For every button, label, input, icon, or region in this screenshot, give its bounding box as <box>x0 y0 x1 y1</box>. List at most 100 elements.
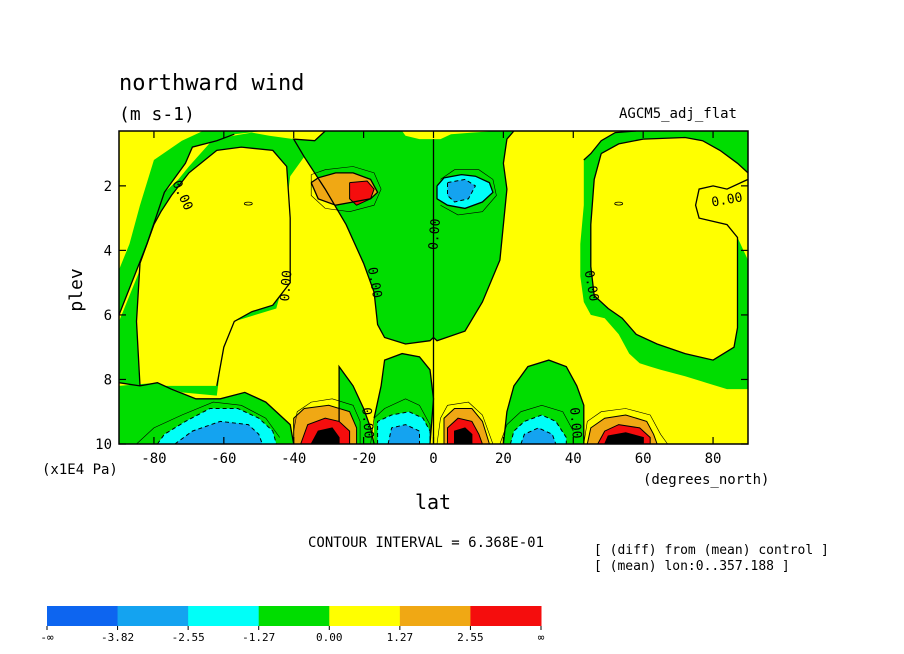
colorbar-label: 2.55 <box>457 631 484 644</box>
x-tick-label: 20 <box>495 451 512 467</box>
contour-line-negative <box>520 427 557 444</box>
contour-line-zero <box>590 153 748 361</box>
contour-mark <box>614 201 624 206</box>
contour-line-negative <box>509 414 567 444</box>
contour-region <box>388 424 420 444</box>
x-axis-units: (degrees_north) <box>643 472 769 488</box>
negative-contour-lines <box>156 178 567 444</box>
x-axis-ticks: -80 -60 -40 -20 0 20 40 60 80 <box>141 131 721 467</box>
chart-units: (m s-1) <box>119 104 195 125</box>
contour-line-zero <box>135 146 291 387</box>
colorbar-label: -2.55 <box>172 631 205 644</box>
colorbar-label: -3.82 <box>101 631 134 644</box>
x-tick-label: 80 <box>705 451 722 467</box>
contour-line-thin <box>310 166 382 213</box>
colorbar-swatch <box>258 606 330 626</box>
contour-line-zero <box>600 136 748 174</box>
contour-region <box>590 137 748 361</box>
colorbar-swatch <box>47 606 119 626</box>
colorbar <box>47 606 542 626</box>
contour-line-negative <box>387 424 420 444</box>
contour-line-positive <box>310 427 340 444</box>
contour-region <box>604 432 644 444</box>
contour-mark <box>243 201 253 206</box>
colorbar-label: 0.00 <box>316 631 343 644</box>
x-tick-label: -80 <box>141 451 166 467</box>
colorbar-labels: -∞ -3.82 -2.55 -1.27 0.00 1.27 2.55 ∞ <box>40 626 545 644</box>
contour-line-thin <box>136 401 280 444</box>
colorbar-swatch <box>399 606 471 626</box>
colorbar-swatch <box>329 606 401 626</box>
x-tick-label: -40 <box>281 451 306 467</box>
x-tick-label: -60 <box>211 451 236 467</box>
contour-label: 0.00 <box>581 269 601 302</box>
contour-line-negative <box>377 411 431 444</box>
contour-label: 0.00 <box>364 266 384 299</box>
contour-line-positive <box>597 424 651 444</box>
contour-label: 0.00 <box>358 407 376 440</box>
colorbar-swatch <box>117 606 189 626</box>
y-tick-label: 8 <box>104 372 112 388</box>
thin-contour-lines <box>136 166 668 444</box>
plot-area: 0.000.00 0.000.000.000.000.00 0.00 <box>119 131 748 444</box>
zero-contour-lines <box>119 131 748 444</box>
colorbar-swatch <box>470 606 542 626</box>
positive-contour-lines <box>293 180 658 444</box>
contour-line-zero <box>119 382 295 444</box>
y-axis-units: (x1E4 Pa) <box>42 462 118 478</box>
contour-line-thin <box>583 408 668 444</box>
contour-line-positive <box>293 404 358 444</box>
dataset-name: AGCM5_adj_flat <box>619 106 737 122</box>
x-tick-label: 40 <box>565 451 582 467</box>
contour-line-zero <box>292 131 515 345</box>
contour-region <box>174 421 263 444</box>
x-tick-label: 60 <box>635 451 652 467</box>
x-tick-label: 0 <box>429 451 437 467</box>
contour-label: 0.00 <box>710 190 743 210</box>
contour-line-positive <box>300 417 351 444</box>
contour-label: 0.00 <box>278 270 296 303</box>
contour-line-zero <box>436 173 494 210</box>
contour-line-thin <box>440 169 497 216</box>
contour-line-negative <box>447 178 477 203</box>
contour-line-positive <box>454 427 473 444</box>
contour-line-positive <box>586 414 658 444</box>
contour-region <box>119 131 263 315</box>
contour-line-thin <box>436 401 494 444</box>
contour-line-positive <box>349 180 375 206</box>
contour-labels: 0.000.00 0.000.000.000.000.00 0.00 <box>168 178 743 439</box>
contour-line-negative <box>156 408 277 444</box>
y-tick-label: 4 <box>104 243 112 259</box>
y-tick-label: 10 <box>95 437 112 453</box>
y-tick-label: 2 <box>104 179 112 195</box>
note-diff: [ (diff) from (mean) control ] <box>594 543 829 558</box>
contour-line-zero <box>310 172 379 206</box>
contour-line-zero <box>502 359 585 444</box>
contour-interval-text: CONTOUR INTERVAL = 6.368E-01 <box>308 535 544 551</box>
small-contour-marks <box>243 201 624 206</box>
colorbar-label: ∞ <box>538 631 545 644</box>
x-tick-label: -20 <box>351 451 376 467</box>
y-axis-ticks: 2 4 6 8 10 <box>95 179 748 453</box>
x-axis-label: lat <box>415 490 451 514</box>
colorbar-swatch <box>188 606 260 626</box>
contour-label: 0.00 <box>566 407 584 440</box>
y-tick-label: 6 <box>104 308 112 324</box>
contour-line-zero <box>338 364 375 444</box>
chart-title: northward wind <box>119 71 304 96</box>
contour-line-negative <box>174 420 263 444</box>
contour-line-thin <box>293 398 361 444</box>
colorbar-label: -1.27 <box>242 631 275 644</box>
note-mean: [ (mean) lon:0..357.188 ] <box>594 559 790 574</box>
contour-line-positive <box>443 408 490 444</box>
contour-region <box>136 147 291 386</box>
contour-label: 0.00 <box>426 218 444 251</box>
contour-region <box>454 427 472 444</box>
contour-region <box>447 179 476 202</box>
filled-regions <box>119 131 748 444</box>
contour-line-positive <box>447 417 483 444</box>
contour-line-zero <box>583 131 637 161</box>
colorbar-label: 1.27 <box>387 631 414 644</box>
y-axis-label: plev <box>66 268 87 311</box>
